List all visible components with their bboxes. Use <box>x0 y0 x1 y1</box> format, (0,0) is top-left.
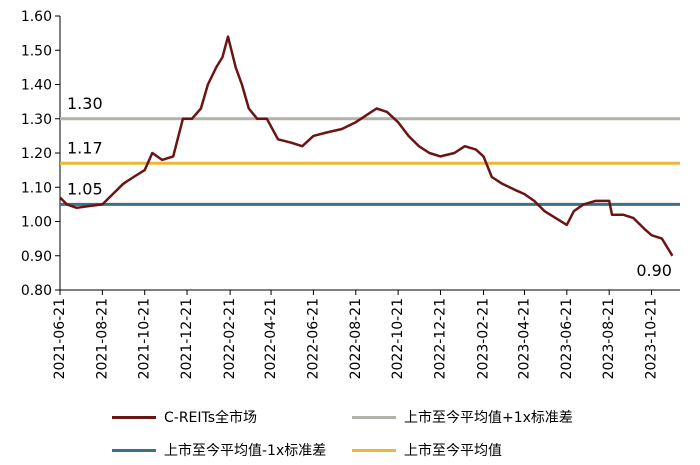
y-tick-label: 1.40 <box>21 78 52 94</box>
y-tick-label: 0.90 <box>21 249 52 265</box>
x-tick-label: 2023-04-21 <box>516 298 532 379</box>
y-tick-label: 1.10 <box>21 180 52 196</box>
y-tick-label: 1.20 <box>21 146 52 162</box>
y-tick-label: 1.30 <box>21 112 52 128</box>
x-tick-label: 2022-10-21 <box>390 298 406 379</box>
x-tick-label: 2021-10-21 <box>137 298 153 379</box>
series-line-creits <box>59 35 674 257</box>
x-tick-label: 2022-04-21 <box>263 298 279 379</box>
reference-lines <box>60 117 680 206</box>
x-tick-label: 2023-06-21 <box>559 298 575 379</box>
x-tick-label: 2023-10-21 <box>644 298 660 379</box>
reference-line-label-2: 1.05 <box>67 179 103 198</box>
x-tick-label: 2021-06-21 <box>52 298 68 379</box>
reference-line-label-1: 1.30 <box>67 94 103 113</box>
y-tick-label: 1.60 <box>21 9 52 25</box>
y-tick-label: 1.50 <box>21 43 52 59</box>
x-tick-label: 2023-02-21 <box>476 298 492 379</box>
series-line-group <box>59 35 674 257</box>
x-tick-label: 2021-12-21 <box>179 298 195 379</box>
x-tick-label: 2022-08-21 <box>348 298 364 379</box>
y-axis: 0.80 0.90 1.00 1.10 1.20 1.30 1.40 1.50 1.60 <box>21 9 61 299</box>
x-axis: 2021-06-21 2021-08-21 2021-10-21 2021-12-21… <box>52 289 680 379</box>
x-tick-label: 2022-12-21 <box>432 298 448 379</box>
x-tick-label: 2021-08-21 <box>94 298 110 379</box>
reference-line-label-3: 1.17 <box>67 138 103 157</box>
y-tick-label: 0.80 <box>21 283 52 299</box>
series-end-label: 0.90 <box>636 261 672 280</box>
x-tick-label: 2023-08-21 <box>601 298 617 379</box>
y-tick-label: 1.00 <box>21 215 52 231</box>
annotations: 1.30 1.05 1.17 0.90 <box>67 94 672 280</box>
x-tick-label: 2022-06-21 <box>305 298 321 379</box>
x-tick-label: 2022-02-21 <box>222 298 238 379</box>
